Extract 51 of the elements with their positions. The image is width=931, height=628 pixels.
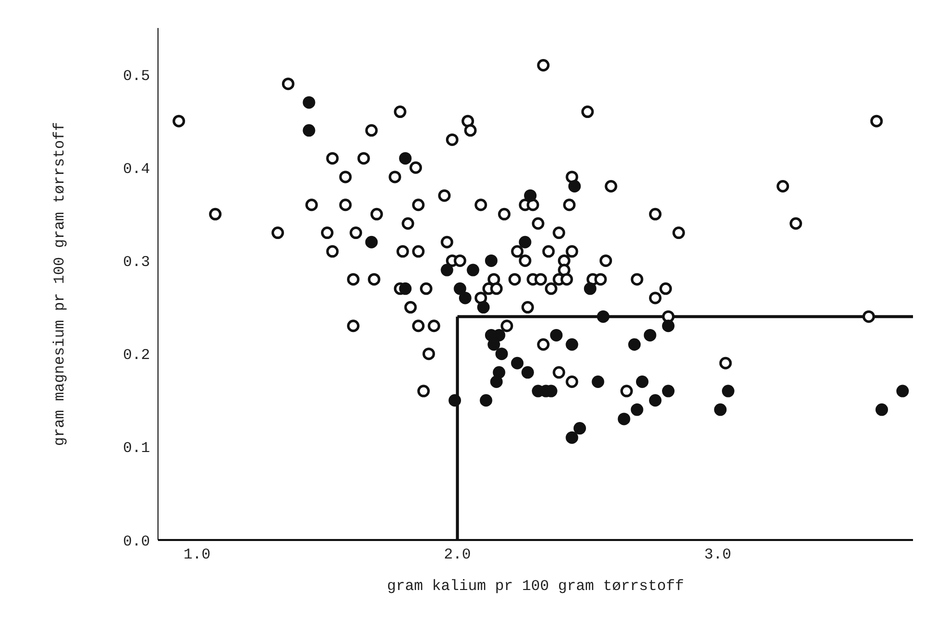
y-tick-label: 0.1 (122, 440, 150, 458)
point (636, 375, 648, 388)
point (302, 96, 316, 109)
y-tick-label: 0.2 (122, 347, 150, 364)
point (524, 189, 537, 202)
y-tick-label: 0.4 (122, 160, 150, 178)
y-tick-label: 0.5 (122, 68, 150, 85)
x-tick-label: 1.0 (184, 546, 211, 564)
point (618, 412, 630, 426)
point (584, 282, 596, 295)
point (521, 366, 534, 379)
point (511, 356, 524, 370)
y-axis-title: gram magnesium pr 100 gram tørrstoff (51, 122, 68, 446)
point (399, 152, 412, 165)
point (649, 394, 662, 407)
point (448, 394, 462, 407)
point (628, 338, 641, 351)
point (722, 384, 734, 398)
point (662, 384, 675, 398)
point (518, 236, 532, 248)
point (484, 254, 498, 267)
point (596, 310, 610, 323)
point (440, 264, 454, 276)
x-tick-label: 2.0 (444, 546, 471, 564)
x-axis-title: gram kalium pr 100 gram tørrstoff (386, 578, 684, 595)
point (714, 403, 727, 416)
point (592, 375, 604, 388)
point (566, 431, 578, 444)
point (896, 384, 909, 398)
point (876, 403, 888, 416)
point (574, 422, 586, 435)
x-tick-label: 3.0 (704, 546, 732, 564)
point (454, 282, 466, 295)
y-tick-label: 0.0 (122, 533, 150, 550)
point (630, 403, 644, 416)
point (550, 328, 563, 342)
point (566, 338, 578, 351)
point (644, 328, 656, 342)
point (568, 180, 581, 193)
point (480, 394, 492, 407)
point (490, 375, 503, 388)
point (466, 264, 480, 276)
point (495, 348, 508, 360)
point (458, 292, 472, 304)
point (302, 124, 316, 137)
point (492, 366, 506, 379)
point (399, 282, 412, 295)
point (365, 236, 378, 248)
point (662, 320, 675, 332)
point (477, 301, 490, 314)
y-tick-label: 0.3 (122, 254, 150, 272)
